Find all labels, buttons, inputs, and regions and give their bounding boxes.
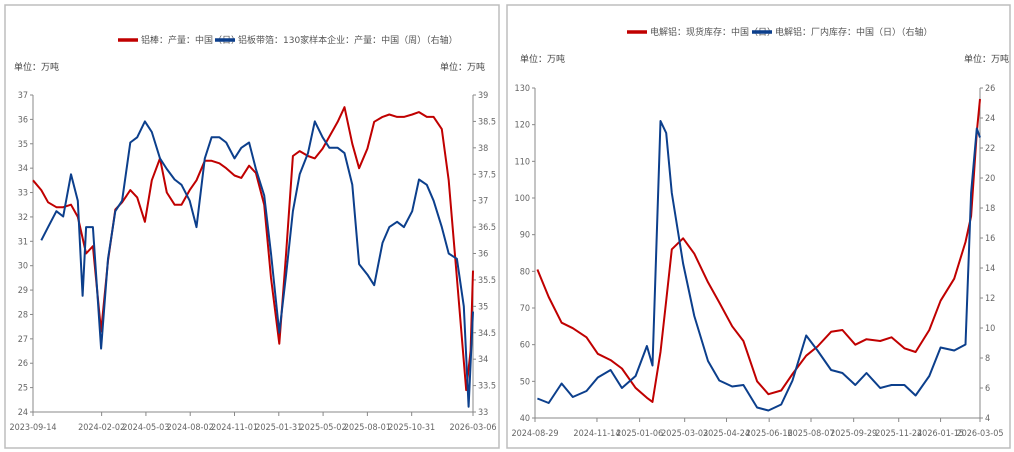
right-y-tick-label: 35.5	[478, 276, 496, 286]
right-y-tick-label: 34.5	[478, 329, 496, 339]
right-y-tick-label: 38	[478, 144, 488, 154]
left-y-tick-label: 36	[18, 115, 28, 125]
left-y-tick-label: 37	[18, 91, 28, 101]
right-y-tick-label: 38.5	[478, 117, 496, 127]
right-y-tick-label: 20	[985, 174, 995, 184]
right-y-tick-label: 8	[985, 354, 990, 364]
left-y-tick-label: 80	[520, 267, 530, 277]
right-y-tick-label: 4	[985, 414, 990, 424]
left-y-tick-label: 70	[520, 304, 530, 314]
x-tick-label: 2023-09-14	[9, 423, 56, 433]
x-tick-label: 2024-11-01	[211, 423, 258, 433]
right-y-tick-label: 26	[985, 84, 995, 94]
left-y-tick-label: 31	[18, 237, 28, 247]
left-y-tick-label: 50	[520, 377, 530, 387]
right-y-tick-label: 12	[985, 294, 995, 304]
left-y-tick-label: 27	[18, 335, 28, 345]
x-tick-label: 2025-01-31	[255, 423, 302, 433]
x-tick-label: 2025-08-01	[344, 423, 391, 433]
left-y-tick-label: 110	[515, 157, 530, 167]
left-y-tick-label: 33	[18, 189, 28, 199]
x-tick-label: 2025-09-29	[830, 429, 877, 439]
legend-label-1: 电解铝：现货库存：中国（日）	[650, 26, 776, 38]
left-y-tick-label: 34	[18, 164, 28, 174]
right-y-tick-label: 22	[985, 144, 995, 154]
right-y-tick-label: 35	[478, 302, 488, 312]
right-panel-frame	[506, 4, 1011, 449]
left-y-tick-label: 130	[515, 84, 530, 94]
right-y-tick-label: 33	[478, 408, 488, 418]
x-tick-label: 2026-01-15	[917, 429, 964, 439]
left-y-tick-label: 40	[520, 414, 530, 424]
x-tick-label: 2025-03-03	[661, 429, 708, 439]
right-unit-label: 单位：万吨	[964, 53, 1009, 65]
x-tick-label: 2025-05-02	[300, 423, 347, 433]
legend-label-2: 铝板带箔：130家样本企业：产量：中国（周）（右轴）	[238, 34, 458, 46]
series-line-1	[536, 98, 981, 403]
left-y-tick-label: 26	[18, 359, 28, 369]
left-y-tick-label: 25	[18, 384, 28, 394]
x-tick-label: 2026-03-06	[449, 423, 496, 433]
right-y-tick-label: 39	[478, 91, 488, 101]
left-y-tick-label: 32	[18, 213, 28, 223]
left-y-tick-label: 29	[18, 286, 28, 296]
x-tick-label: 2024-11-14	[573, 429, 620, 439]
x-tick-label: 2025-10-31	[388, 423, 435, 433]
left-y-tick-label: 120	[515, 121, 530, 131]
x-tick-label: 2024-08-02	[167, 423, 214, 433]
x-tick-label: 2025-11-24	[875, 429, 922, 439]
left-y-tick-label: 100	[515, 194, 530, 204]
right-y-tick-label: 36	[478, 250, 488, 260]
x-tick-label: 2024-02-02	[78, 423, 125, 433]
right-y-tick-label: 16	[985, 234, 995, 244]
right-y-tick-label: 37.5	[478, 170, 496, 180]
left-y-tick-label: 60	[520, 341, 530, 351]
left-y-tick-label: 35	[18, 140, 28, 150]
chart-aluminum-production: 24 25 26 27 28 29 30 31 32 33 34 35 36 37 33 33.5 34 34.5…	[9, 34, 496, 433]
right-y-tick-label: 14	[985, 264, 995, 274]
x-tick-label: 2025-04-24	[703, 429, 750, 439]
right-y-tick-label: 36.5	[478, 223, 496, 233]
left-unit-label: 单位：万吨	[520, 53, 565, 65]
chart-aluminum-inventory: 4050607080901001101201304681012141618202…	[511, 26, 1009, 439]
right-y-tick-label: 24	[985, 114, 995, 124]
left-unit-label: 单位：万吨	[14, 61, 59, 73]
x-tick-label: 2025-08-07	[787, 429, 834, 439]
left-y-tick-label: 90	[520, 231, 530, 241]
series-line-2	[40, 120, 474, 408]
series-line-2	[537, 120, 981, 412]
x-tick-label: 2026-03-05	[956, 429, 1003, 439]
legend-label-2: 电解铝：厂内库存：中国（日）（右轴）	[775, 26, 933, 38]
right-y-tick-label: 33.5	[478, 382, 496, 392]
x-tick-label: 2024-05-03	[122, 423, 169, 433]
right-y-tick-label: 6	[985, 384, 990, 394]
legend-label-1: 铝棒：产量：中国（日）	[141, 34, 240, 46]
x-tick-label: 2024-08-29	[511, 429, 558, 439]
x-tick-label: 2025-01-06	[616, 429, 663, 439]
left-y-tick-label: 28	[18, 310, 28, 320]
right-y-tick-label: 18	[985, 204, 995, 214]
x-tick-label: 2025-06-16	[746, 429, 793, 439]
right-y-tick-label: 34	[478, 355, 488, 365]
right-y-tick-label: 37	[478, 197, 488, 207]
left-y-tick-label: 24	[18, 408, 28, 418]
right-y-tick-label: 10	[985, 324, 995, 334]
right-unit-label: 单位：万吨	[440, 61, 485, 73]
left-y-tick-label: 30	[18, 262, 28, 272]
